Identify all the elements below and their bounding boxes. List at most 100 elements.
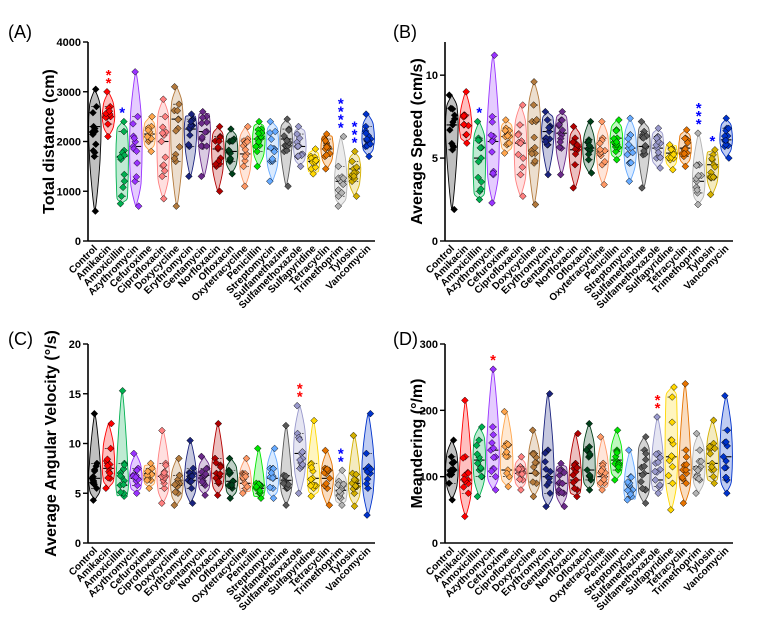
data-point — [225, 146, 233, 154]
y-tick-label: 0 — [75, 236, 81, 248]
data-point — [298, 460, 307, 469]
data-point — [627, 159, 635, 167]
data-point — [282, 472, 290, 480]
data-point — [243, 483, 252, 491]
data-point — [476, 144, 485, 152]
data-point — [669, 150, 678, 159]
data-point — [557, 488, 566, 497]
data-point — [174, 115, 182, 124]
data-point — [351, 482, 360, 490]
data-point — [709, 173, 718, 181]
data-point — [450, 111, 459, 119]
data-point — [325, 474, 334, 483]
data-point — [723, 426, 732, 434]
data-point — [489, 423, 497, 431]
data-point — [129, 120, 137, 128]
data-point — [92, 462, 100, 470]
data-point — [569, 471, 577, 479]
data-point — [680, 149, 688, 158]
panel-label: (C) — [8, 329, 33, 349]
data-point — [267, 143, 275, 152]
data-point — [362, 449, 371, 458]
data-point — [530, 78, 538, 86]
data-point — [215, 187, 224, 196]
significance-star: * — [352, 126, 358, 143]
data-point — [721, 136, 730, 145]
data-point — [612, 127, 620, 135]
data-point — [582, 446, 591, 454]
data-point — [186, 131, 194, 139]
data-point — [656, 481, 664, 489]
data-point — [489, 444, 498, 453]
data-point — [282, 501, 290, 509]
data-point — [228, 170, 236, 178]
data-point — [339, 132, 348, 141]
data-point — [322, 151, 331, 159]
data-point — [706, 449, 714, 458]
data-point — [116, 199, 125, 208]
data-point — [569, 138, 577, 146]
data-point — [90, 152, 99, 161]
y-tick-label: 10 — [69, 439, 81, 451]
data-point — [502, 116, 510, 124]
data-point — [683, 138, 692, 147]
data-point — [725, 154, 733, 162]
data-point — [212, 459, 220, 467]
data-point — [131, 68, 139, 76]
data-point — [171, 480, 179, 489]
data-point — [642, 132, 651, 140]
data-point — [162, 461, 170, 470]
data-point — [448, 105, 457, 113]
data-point — [722, 438, 730, 446]
data-point — [518, 163, 527, 171]
data-point — [668, 393, 676, 401]
data-point — [624, 134, 633, 143]
y-tick-label: 3000 — [57, 87, 81, 99]
significance-star: * — [696, 116, 702, 133]
data-point — [638, 471, 647, 479]
data-point — [464, 489, 473, 498]
data-point — [132, 473, 140, 481]
data-point — [488, 148, 496, 156]
data-point — [239, 489, 247, 498]
y-tick-label: 1000 — [57, 186, 81, 198]
data-point — [516, 121, 524, 129]
data-point — [696, 446, 704, 454]
data-point — [257, 494, 265, 502]
y-axis-title: Total distance (cm) — [41, 69, 58, 214]
data-point — [175, 100, 183, 108]
data-point — [295, 435, 304, 444]
data-point — [119, 480, 128, 489]
data-point — [294, 489, 303, 498]
data-point — [170, 154, 179, 163]
data-point — [667, 145, 675, 154]
data-point — [252, 142, 260, 151]
data-point — [668, 418, 676, 426]
data-point — [270, 147, 279, 156]
data-point — [519, 192, 527, 200]
data-point — [530, 133, 538, 142]
data-point — [584, 150, 593, 159]
data-point — [473, 117, 482, 126]
data-point — [159, 95, 168, 103]
data-point — [600, 180, 608, 189]
data-point — [514, 131, 522, 139]
data-point — [489, 431, 498, 439]
data-point — [705, 442, 714, 451]
significance-star: * — [338, 104, 344, 121]
data-point — [586, 471, 594, 479]
data-point — [651, 476, 660, 484]
significance-star: * — [696, 100, 702, 117]
data-point — [529, 101, 538, 109]
data-point — [555, 120, 563, 129]
data-point — [474, 173, 482, 182]
data-point — [293, 401, 301, 410]
violin-15 — [293, 404, 307, 495]
data-point — [310, 416, 318, 425]
data-point — [546, 489, 554, 498]
data-point — [130, 449, 138, 458]
data-point — [130, 145, 138, 153]
data-point — [271, 127, 279, 136]
data-point — [172, 202, 181, 210]
data-point — [531, 143, 539, 152]
